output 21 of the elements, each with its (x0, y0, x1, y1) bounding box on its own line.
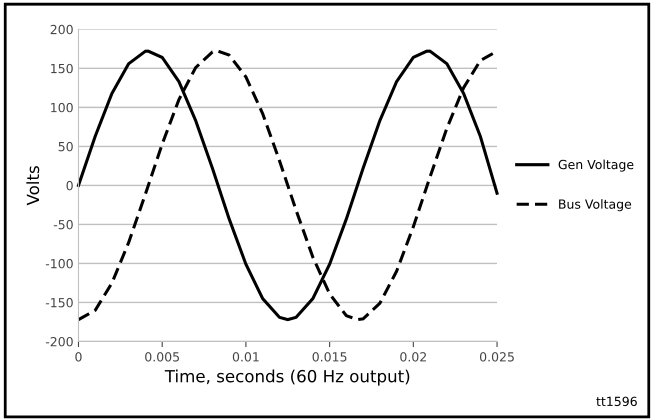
y-tick-label: 150 (51, 64, 73, 74)
y-tick-label: -200 (46, 336, 73, 346)
x-tick-label: 0.025 (480, 352, 514, 362)
y-tick-label: 50 (58, 142, 73, 152)
x-tick-label: 0.005 (145, 352, 179, 362)
x-tick-label: 0.02 (400, 352, 426, 362)
x-tick-label: 0.01 (232, 352, 259, 362)
y-tick-label: 100 (51, 102, 73, 112)
legend-label: Bus Voltage (559, 199, 632, 212)
y-tick-label: 0 (66, 180, 73, 190)
line-series (76, 50, 499, 322)
text: tt1596 (596, 396, 637, 406)
y-axis-title: Volts (26, 166, 40, 206)
legend-label: Gen Voltage (558, 160, 634, 172)
y-tick-label: -150 (46, 298, 73, 308)
y-tick-label: -100 (46, 258, 73, 268)
x-tick-label: 0.015 (312, 352, 346, 362)
y-tick-label: -50 (54, 220, 73, 230)
x-axis-title: Time, seconds (60 Hz output) (164, 370, 410, 386)
y-tick-label: 200 (50, 24, 73, 34)
x-tick-label: 0 (75, 352, 82, 362)
